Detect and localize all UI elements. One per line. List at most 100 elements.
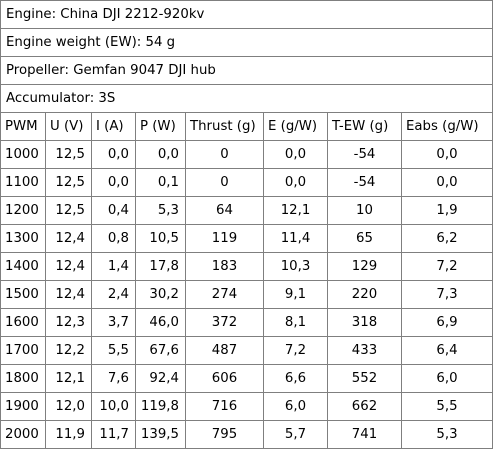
cell-efficiency: 8,1: [263, 308, 328, 337]
cell-thrust: 119: [185, 224, 264, 253]
engine-weight-info: Engine weight (EW): 54 g: [0, 28, 493, 57]
motor-test-table: Engine: China DJI 2212-920kv Engine weig…: [0, 0, 493, 449]
table-row: 1800 12,1 7,6 92,4 606 6,6 552 6,0: [0, 364, 493, 393]
cell-power: 139,5: [135, 420, 186, 449]
cell-efficiency: 11,4: [263, 224, 328, 253]
cell-power: 92,4: [135, 364, 186, 393]
table-row: 1000 12,5 0,0 0,0 0 0,0 -54 0,0: [0, 140, 493, 169]
cell-voltage: 12,3: [45, 308, 92, 337]
cell-pwm: 1900: [0, 392, 46, 421]
info-row-engine-weight: Engine weight (EW): 54 g: [0, 28, 493, 57]
cell-pwm: 1600: [0, 308, 46, 337]
cell-voltage: 12,4: [45, 224, 92, 253]
cell-thrust-minus-weight: 318: [327, 308, 402, 337]
cell-pwm: 1700: [0, 336, 46, 365]
cell-thrust-minus-weight: 220: [327, 280, 402, 309]
cell-thrust: 716: [185, 392, 264, 421]
column-header-voltage: U (V): [45, 112, 92, 141]
column-header-current: I (A): [91, 112, 136, 141]
cell-thrust: 183: [185, 252, 264, 281]
column-header-thrust-minus-weight: T-EW (g): [327, 112, 402, 141]
cell-thrust-minus-weight: 65: [327, 224, 402, 253]
cell-abs-efficiency: 6,0: [400, 364, 493, 393]
cell-power: 46,0: [135, 308, 186, 337]
cell-abs-efficiency: 6,4: [400, 336, 493, 365]
cell-voltage: 11,9: [45, 420, 92, 449]
cell-thrust: 64: [185, 196, 264, 225]
cell-pwm: 2000: [0, 420, 46, 449]
cell-power: 30,2: [135, 280, 186, 309]
cell-current: 10,0: [91, 392, 136, 421]
cell-efficiency: 0,0: [263, 140, 328, 169]
cell-efficiency: 6,0: [263, 392, 328, 421]
table-row: 1300 12,4 0,8 10,5 119 11,4 65 6,2: [0, 224, 493, 253]
cell-thrust-minus-weight: 10: [327, 196, 402, 225]
header-row: PWM U (V) I (A) P (W) Thrust (g) E (g/W)…: [0, 112, 493, 141]
accumulator-info: Accumulator: 3S: [0, 84, 493, 113]
cell-power: 17,8: [135, 252, 186, 281]
cell-current: 0,4: [91, 196, 136, 225]
data-rows: 1000 12,5 0,0 0,0 0 0,0 -54 0,0 1100 12,5 0,0 0,1 0 0…: [0, 140, 493, 449]
cell-thrust-minus-weight: 552: [327, 364, 402, 393]
cell-abs-efficiency: 5,3: [400, 420, 493, 449]
cell-voltage: 12,5: [45, 168, 92, 197]
cell-pwm: 1000: [0, 140, 46, 169]
table-row: 1200 12,5 0,4 5,3 64 12,1 10 1,9: [0, 196, 493, 225]
cell-thrust-minus-weight: 662: [327, 392, 402, 421]
cell-pwm: 1500: [0, 280, 46, 309]
cell-pwm: 1300: [0, 224, 46, 253]
engine-info: Engine: China DJI 2212-920kv: [0, 0, 493, 29]
cell-power: 67,6: [135, 336, 186, 365]
cell-abs-efficiency: 5,5: [400, 392, 493, 421]
column-header-pwm: PWM: [0, 112, 46, 141]
cell-thrust: 487: [185, 336, 264, 365]
cell-current: 3,7: [91, 308, 136, 337]
cell-thrust: 274: [185, 280, 264, 309]
info-row-propeller: Propeller: Gemfan 9047 DJI hub: [0, 56, 493, 85]
info-section: Engine: China DJI 2212-920kv Engine weig…: [0, 0, 493, 113]
cell-abs-efficiency: 0,0: [400, 168, 493, 197]
cell-current: 7,6: [91, 364, 136, 393]
cell-voltage: 12,1: [45, 364, 92, 393]
cell-voltage: 12,5: [45, 140, 92, 169]
table-row: 1900 12,0 10,0 119,8 716 6,0 662 5,5: [0, 392, 493, 421]
table-row: 1400 12,4 1,4 17,8 183 10,3 129 7,2: [0, 252, 493, 281]
cell-thrust: 795: [185, 420, 264, 449]
cell-efficiency: 5,7: [263, 420, 328, 449]
column-header-efficiency: E (g/W): [263, 112, 328, 141]
cell-thrust-minus-weight: -54: [327, 140, 402, 169]
data-section: PWM U (V) I (A) P (W) Thrust (g) E (g/W)…: [0, 112, 493, 141]
cell-current: 2,4: [91, 280, 136, 309]
cell-pwm: 1200: [0, 196, 46, 225]
cell-pwm: 1400: [0, 252, 46, 281]
cell-efficiency: 12,1: [263, 196, 328, 225]
cell-current: 11,7: [91, 420, 136, 449]
cell-current: 0,8: [91, 224, 136, 253]
cell-efficiency: 6,6: [263, 364, 328, 393]
info-row-accumulator: Accumulator: 3S: [0, 84, 493, 113]
cell-thrust: 0: [185, 168, 264, 197]
cell-power: 119,8: [135, 392, 186, 421]
cell-power: 10,5: [135, 224, 186, 253]
cell-power: 5,3: [135, 196, 186, 225]
propeller-info: Propeller: Gemfan 9047 DJI hub: [0, 56, 493, 85]
cell-efficiency: 7,2: [263, 336, 328, 365]
cell-current: 1,4: [91, 252, 136, 281]
cell-abs-efficiency: 6,9: [400, 308, 493, 337]
cell-current: 0,0: [91, 168, 136, 197]
table-row: 1100 12,5 0,0 0,1 0 0,0 -54 0,0: [0, 168, 493, 197]
cell-thrust-minus-weight: 129: [327, 252, 402, 281]
cell-voltage: 12,2: [45, 336, 92, 365]
column-header-power: P (W): [135, 112, 186, 141]
table-row: 1600 12,3 3,7 46,0 372 8,1 318 6,9: [0, 308, 493, 337]
table-row: 1500 12,4 2,4 30,2 274 9,1 220 7,3: [0, 280, 493, 309]
cell-thrust: 606: [185, 364, 264, 393]
cell-voltage: 12,5: [45, 196, 92, 225]
cell-pwm: 1100: [0, 168, 46, 197]
cell-voltage: 12,4: [45, 252, 92, 281]
cell-voltage: 12,0: [45, 392, 92, 421]
cell-abs-efficiency: 0,0: [400, 140, 493, 169]
cell-power: 0,0: [135, 140, 186, 169]
cell-thrust: 372: [185, 308, 264, 337]
cell-abs-efficiency: 7,3: [400, 280, 493, 309]
